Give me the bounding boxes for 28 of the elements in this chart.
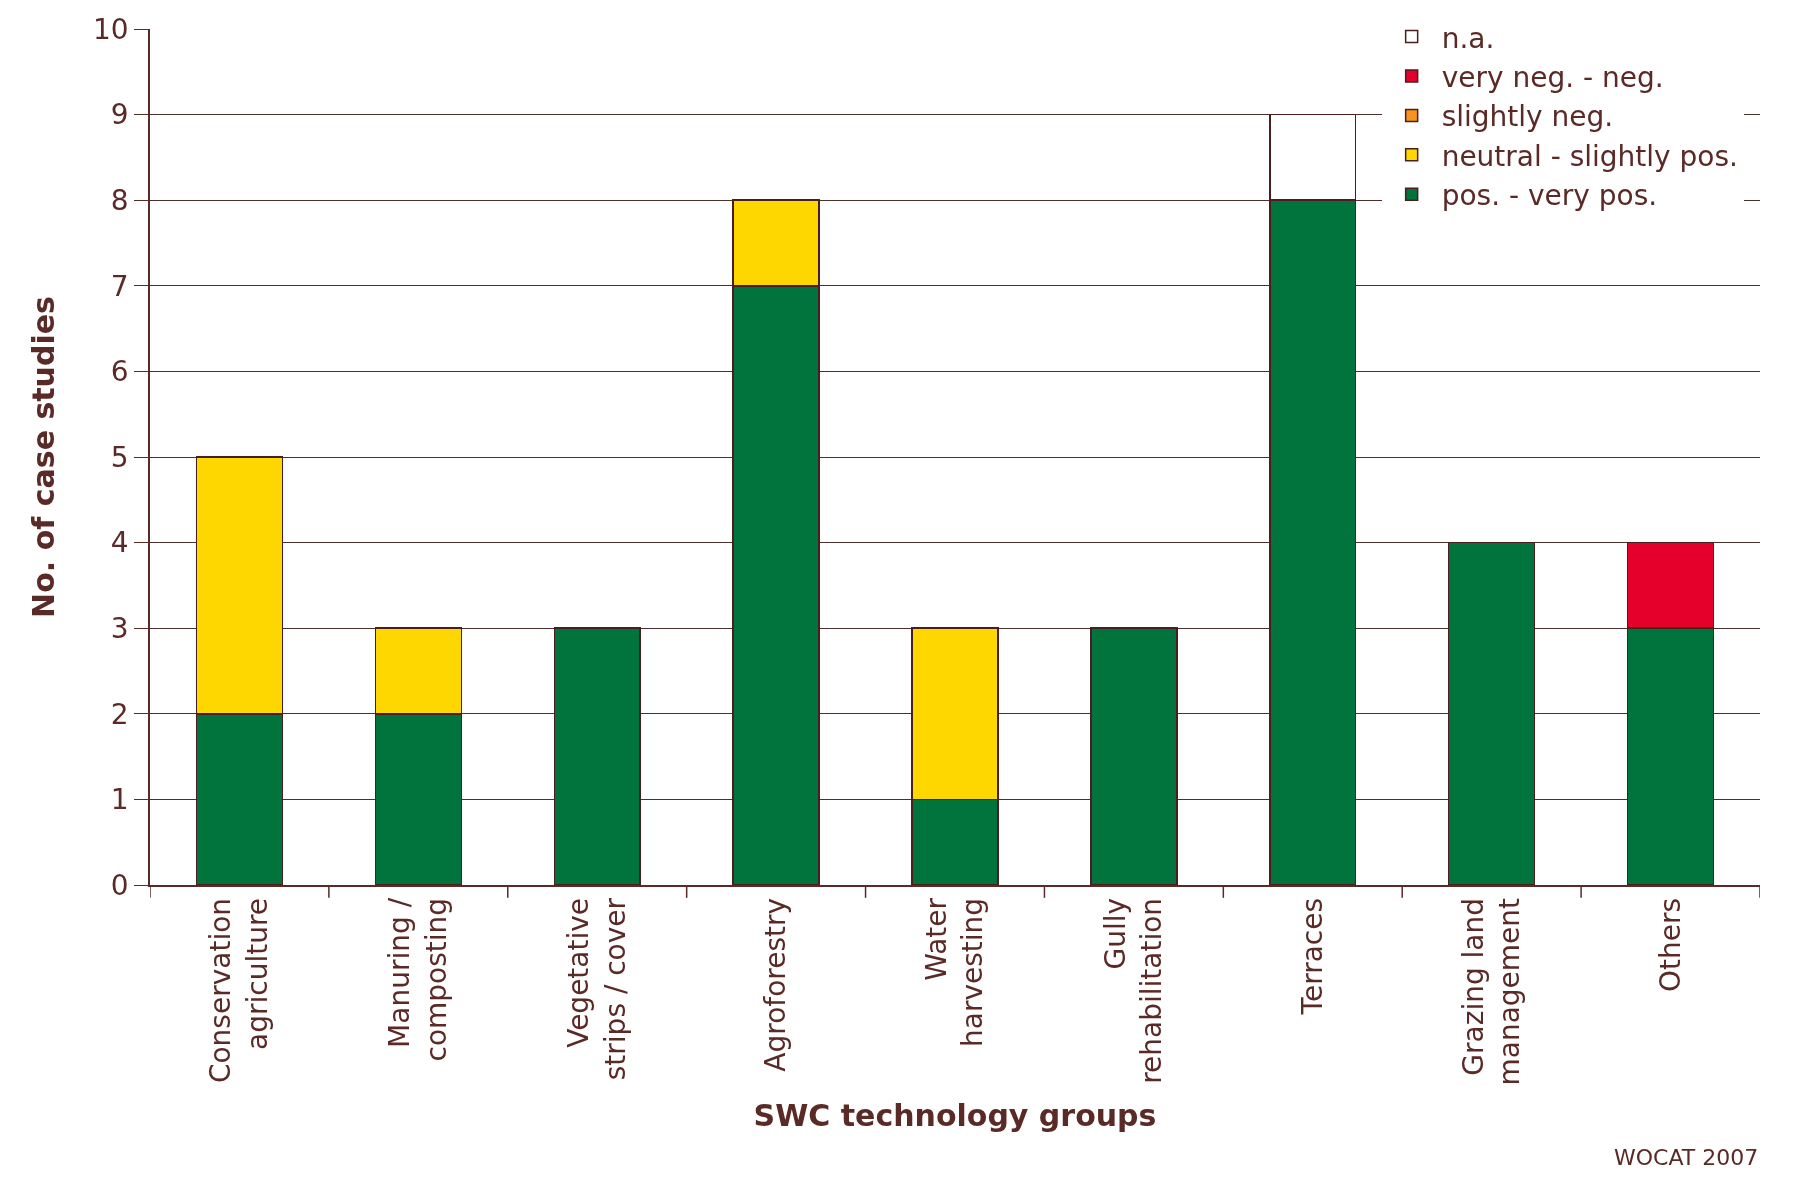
legend-label: very neg. - neg. [1441,60,1664,94]
y-tick-label: 8 [110,184,129,217]
y-tick-label: 3 [110,612,129,645]
y-tick-label: 5 [110,440,129,474]
y-tick-label: 1 [110,783,129,817]
y-tick-label: 2 [110,697,129,731]
y-tick-label: 10 [93,12,129,46]
x-tick-label: Grazing land management [1456,897,1526,1086]
x-tick-label: Terraces [1295,897,1329,1016]
y-tick-label: 9 [110,98,129,132]
legend-label: slightly neg. [1441,100,1614,134]
legend-label: pos. - very pos. [1441,179,1658,213]
x-axis-title: SWC technology groups [753,1097,1157,1133]
x-tick-label: Water harvesting [919,897,990,1048]
bar [1447,541,1536,885]
y-tick-label: 0 [110,868,129,902]
bar [1090,627,1178,885]
y-tick-label: 6 [110,355,129,389]
bar [553,627,641,885]
legend-label: neutral - slightly pos. [1441,139,1738,173]
x-tick-label: Others [1653,897,1687,993]
legend-label: n.a. [1441,21,1495,55]
y-axis-title: No. of case studies [25,296,61,618]
x-tick-label: Agroforestry [759,897,793,1072]
x-tick-label: Conservation agriculture [204,897,274,1084]
text: WOCAT 2007 [1614,1145,1759,1170]
y-tick-label: 7 [110,269,129,303]
y-tick-label: 4 [110,526,129,560]
